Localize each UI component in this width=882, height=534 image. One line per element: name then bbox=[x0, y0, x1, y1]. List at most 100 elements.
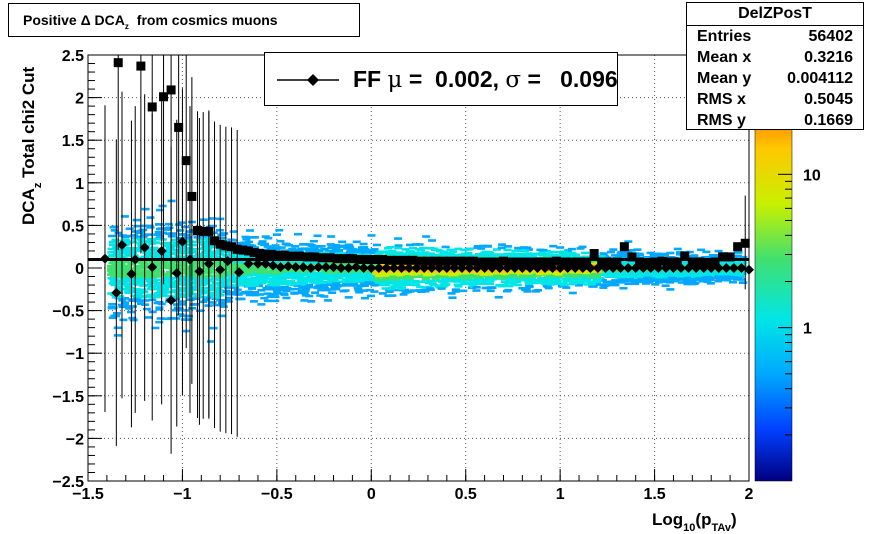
heatmap-cell bbox=[380, 278, 389, 282]
heatmap-cell bbox=[144, 248, 153, 251]
heatmap-cell bbox=[738, 278, 747, 281]
heatmap-cell bbox=[305, 285, 314, 289]
heatmap-cell bbox=[691, 281, 700, 285]
heatmap-cell bbox=[248, 265, 257, 269]
heatmap-cell bbox=[394, 244, 403, 247]
heatmap-cell bbox=[560, 283, 569, 287]
heatmap-cell bbox=[494, 295, 503, 299]
heatmap-cell bbox=[359, 275, 368, 278]
heatmap-cell bbox=[284, 272, 293, 276]
heatmap-cell bbox=[279, 273, 288, 277]
heatmap-cell bbox=[204, 286, 213, 290]
heatmap-cell bbox=[630, 271, 639, 274]
heatmap-cell bbox=[456, 270, 465, 274]
heatmap-cell bbox=[242, 238, 251, 241]
heatmap-cell bbox=[659, 252, 668, 256]
heatmap-cell bbox=[236, 278, 245, 282]
heatmap-cell bbox=[257, 242, 266, 245]
heatmap-cell bbox=[228, 291, 237, 294]
heatmap-cell bbox=[348, 247, 357, 251]
heatmap-cell bbox=[533, 288, 542, 292]
heatmap-cell bbox=[339, 273, 348, 277]
heatmap-cell bbox=[525, 248, 534, 251]
heatmap-cell bbox=[306, 277, 315, 281]
heatmap-cell bbox=[611, 283, 620, 287]
heatmap-cell bbox=[339, 263, 348, 267]
heatmap-cell bbox=[290, 287, 299, 291]
heatmap-cell bbox=[472, 289, 481, 292]
heatmap-cell bbox=[138, 288, 147, 291]
heatmap-cell bbox=[401, 291, 410, 294]
heatmap-cell bbox=[260, 276, 269, 280]
heatmap-cell bbox=[111, 262, 120, 266]
heatmap-cell bbox=[151, 247, 160, 251]
heatmap-cell bbox=[381, 274, 390, 277]
heatmap-cell bbox=[684, 279, 693, 283]
heatmap-cell bbox=[307, 250, 316, 254]
heatmap-cell bbox=[544, 286, 553, 290]
heatmap-cell bbox=[153, 292, 162, 295]
heatmap-cell bbox=[240, 241, 249, 245]
heatmap-cell bbox=[208, 301, 217, 304]
heatmap-cell bbox=[155, 308, 164, 311]
heatmap-cell bbox=[108, 261, 117, 265]
heatmap-cell bbox=[667, 279, 676, 283]
heatmap-cell bbox=[503, 248, 512, 252]
heatmap-cell bbox=[175, 308, 184, 312]
heatmap-cell bbox=[292, 260, 301, 263]
heatmap-cell bbox=[114, 287, 123, 290]
heatmap-cell bbox=[386, 282, 395, 285]
heatmap-cell bbox=[600, 284, 609, 288]
heatmap-cell bbox=[405, 273, 414, 277]
heatmap-cell bbox=[562, 279, 571, 283]
heatmap-cell bbox=[352, 277, 361, 280]
heatmap-cell bbox=[583, 283, 592, 286]
heatmap-cell bbox=[488, 286, 497, 290]
heatmap-cell bbox=[270, 273, 279, 277]
heatmap-cell bbox=[199, 218, 208, 222]
heatmap-cell bbox=[205, 239, 214, 243]
heatmap-cell bbox=[311, 261, 320, 264]
heatmap-cell bbox=[219, 305, 228, 308]
heatmap-cell bbox=[676, 251, 685, 254]
heatmap-cell bbox=[257, 271, 266, 275]
heatmap-cell bbox=[412, 283, 421, 287]
heatmap-cell bbox=[342, 283, 351, 286]
heatmap-cell bbox=[657, 272, 666, 275]
heatmap-cell bbox=[334, 280, 343, 283]
heatmap-cell bbox=[114, 249, 123, 253]
heatmap-cell bbox=[317, 281, 326, 284]
heatmap-cell bbox=[650, 274, 659, 278]
heatmap-cell bbox=[213, 294, 222, 297]
heatmap-cell bbox=[183, 267, 192, 271]
heatmap-cell bbox=[260, 296, 269, 300]
heatmap-cell bbox=[346, 270, 355, 274]
heatmap-cell bbox=[453, 253, 462, 257]
heatmap-cell bbox=[128, 240, 137, 243]
heatmap-cell bbox=[583, 269, 592, 273]
heatmap-cell bbox=[505, 253, 514, 257]
heatmap-cell bbox=[409, 246, 418, 250]
heatmap-cell bbox=[352, 248, 361, 252]
heatmap-cell bbox=[130, 294, 139, 298]
heatmap-cell bbox=[125, 307, 134, 310]
heatmap-cell bbox=[107, 254, 116, 258]
heatmap-cell bbox=[110, 225, 119, 229]
heatmap-cell bbox=[529, 281, 538, 285]
heatmap-cell bbox=[128, 280, 137, 284]
heatmap-cell bbox=[691, 278, 700, 281]
heatmap-cell bbox=[620, 260, 629, 263]
heatmap-cell bbox=[324, 274, 333, 278]
heatmap-cell bbox=[359, 289, 368, 292]
heatmap-cell bbox=[363, 269, 372, 272]
heatmap-cell bbox=[171, 281, 180, 284]
heatmap-cell bbox=[339, 289, 348, 293]
heatmap-cell bbox=[547, 250, 556, 254]
heatmap-cell bbox=[271, 270, 280, 274]
heatmap-cell bbox=[734, 268, 743, 272]
heatmap-cell bbox=[414, 247, 423, 251]
heatmap-cell bbox=[224, 286, 233, 289]
heatmap-cell bbox=[108, 316, 117, 320]
heatmap-cell bbox=[151, 326, 160, 330]
